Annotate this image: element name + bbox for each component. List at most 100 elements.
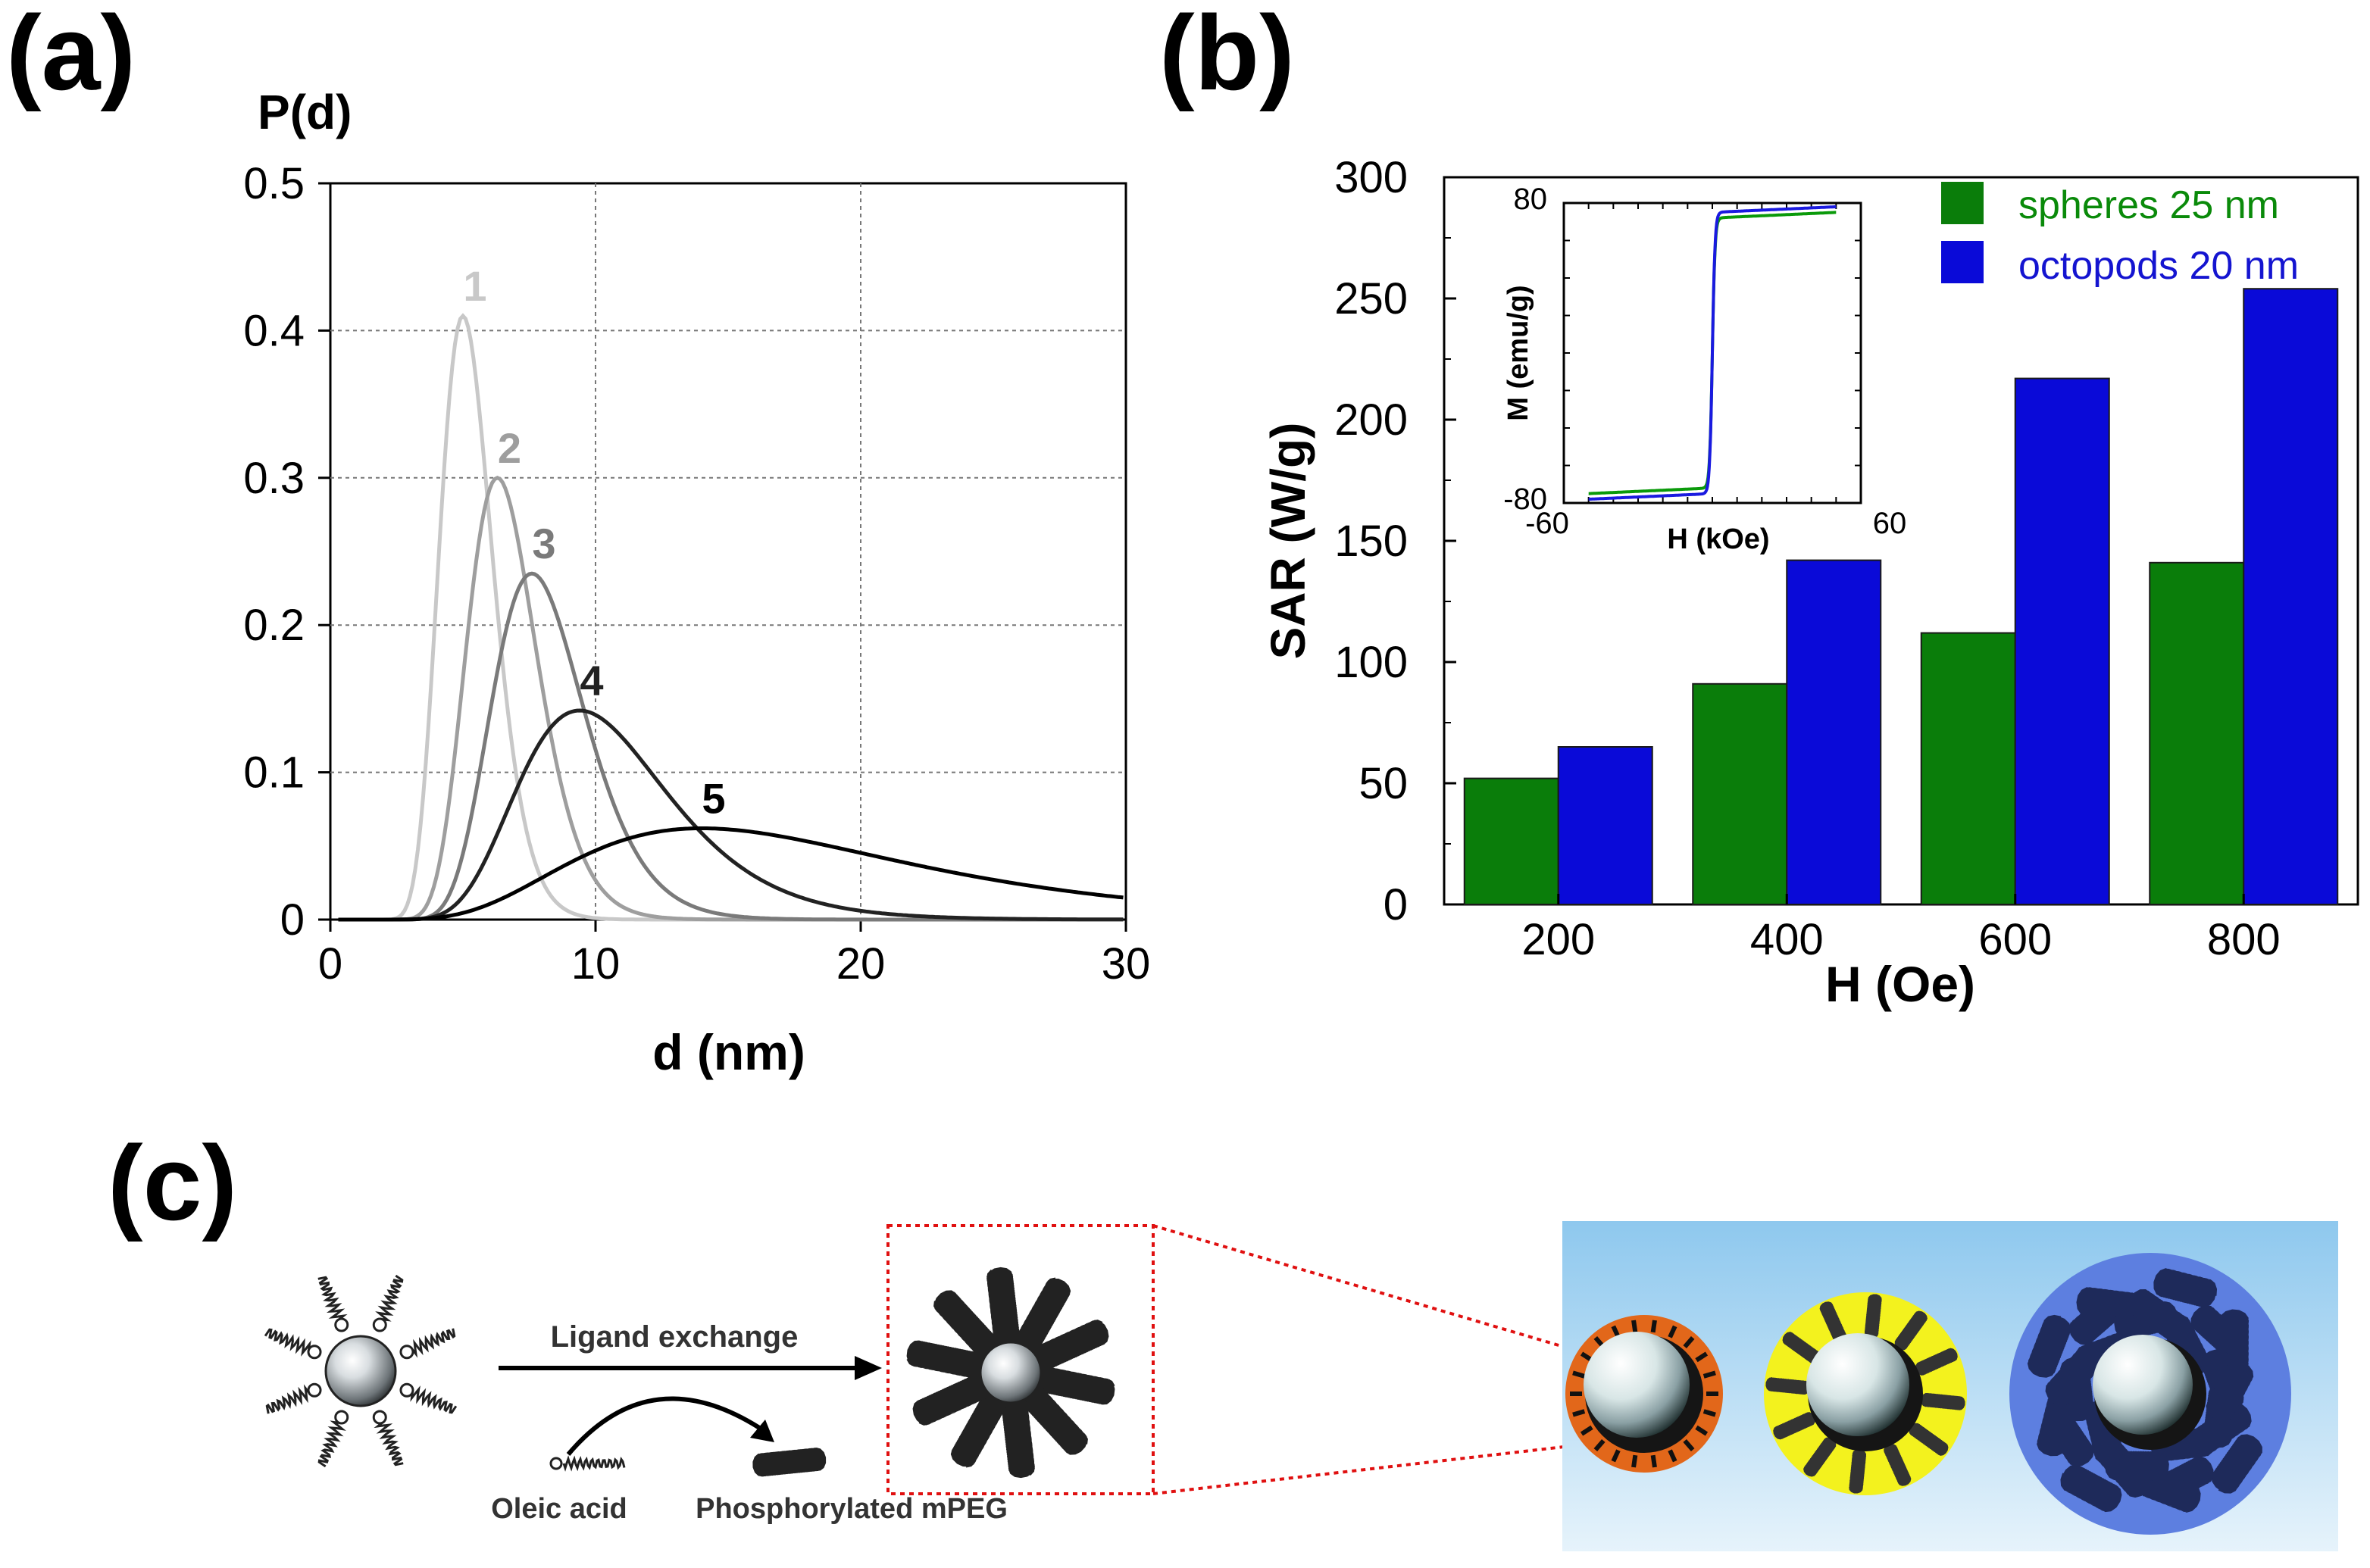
inset-curves [1588, 205, 1837, 501]
exchange-curved-arrowhead [750, 1420, 774, 1442]
chart-a-curve-label-4: 4 [580, 657, 603, 704]
orange-tick [1631, 1320, 1638, 1333]
yellow-coil [1765, 1377, 1810, 1395]
peg-coil [1031, 1320, 1109, 1372]
bar-spheres-600 [1920, 632, 2016, 905]
orange-tick [1593, 1439, 1606, 1452]
chart-b-ytick-label: 200 [1334, 395, 1408, 445]
blue-coil [2060, 1464, 2122, 1513]
chart-a-ytick-label: 0.2 [243, 601, 305, 650]
orange-tick [1631, 1454, 1638, 1468]
blue-coil [2027, 1314, 2071, 1378]
mpeg-label: Phosphorylated mPEG [696, 1493, 1008, 1525]
peg-coil [1021, 1385, 1088, 1455]
orange-tick [1668, 1449, 1677, 1463]
chart-b-xtick-label: 800 [2207, 915, 2281, 964]
orange-tick [1695, 1351, 1709, 1363]
peg-coil [906, 1340, 988, 1379]
orange-tick [1650, 1454, 1657, 1468]
yellow-coil [1915, 1348, 1958, 1376]
yellow-coil [1849, 1449, 1867, 1494]
chart-a-curve-labels: 1 2 3 4 5 [463, 262, 725, 823]
chart-b-ytick-label: 300 [1334, 153, 1408, 202]
chart-b-xtick-label: 400 [1750, 915, 1824, 964]
exchange-curved-arrow [566, 1396, 767, 1456]
legend-label-octopods: octopods 20 nm [2018, 244, 2299, 288]
oleic-acid-head [549, 1457, 563, 1470]
chart-b-ytick-label: 100 [1334, 638, 1408, 687]
chart-a-frame [329, 182, 1127, 921]
blue-coil [2206, 1360, 2254, 1423]
chart-a-curve-label-5: 5 [702, 774, 725, 822]
yellow-coil [1819, 1301, 1847, 1344]
ligand-exchange-arrowhead [855, 1356, 882, 1380]
chart-a-xtick-label: 0 [318, 939, 342, 989]
chart-a-ytick-label: 0.5 [243, 159, 305, 208]
yellow-coil [1909, 1423, 1949, 1456]
oleic-acid-label: Oleic acid [491, 1493, 627, 1525]
chart-b-xtick-label: 600 [1978, 915, 2052, 964]
oleic-acid-chain [317, 1276, 348, 1320]
chart-a-curve-label-2: 2 [498, 424, 521, 472]
chart-b: 200 400 600 800 0 50 100 150 200 250 300 SAR (W/g)… [1261, 153, 2359, 1012]
peg-coated-particle [906, 1267, 1115, 1479]
bar-octopods-600 [2014, 377, 2110, 906]
oleic-acid-head [307, 1382, 322, 1398]
peg-coil [950, 1391, 1007, 1468]
orange-tick [1702, 1409, 1716, 1417]
bar-spheres-800 [2149, 561, 2245, 905]
chart-a-ytick-label: 0.4 [243, 306, 305, 355]
chart-b-ytick-label: 150 [1334, 517, 1408, 566]
yellow-coil [1864, 1294, 1882, 1338]
panel-label-b: (b) [1159, 0, 1295, 112]
inset-ylabel: M (emu/g) [1502, 285, 1534, 420]
legend-label-spheres: spheres 25 nm [2018, 183, 2279, 227]
oleic-acid-head [372, 1317, 387, 1332]
peg-coil [933, 1290, 1000, 1360]
oleic-acid-chain [410, 1385, 458, 1414]
bar-spheres-200 [1463, 777, 1559, 905]
mpeg-molecule [752, 1448, 827, 1477]
chart-b-inset: 80 -80 -60 60 H (kOe) M (emu/g) [1502, 183, 1906, 555]
blue-coil [2153, 1268, 2218, 1308]
orange-particle-core [1584, 1332, 1690, 1438]
oleic-acid-chains [264, 1274, 458, 1468]
oleic-acid-chain [374, 1422, 404, 1466]
panel-label-c: (c) [108, 1123, 237, 1242]
zoom-line-top [1152, 1224, 1565, 1348]
nanoparticle-core [324, 1335, 397, 1407]
orange-tick [1702, 1370, 1716, 1379]
blue-coil [2211, 1434, 2262, 1494]
yellow-particle-core [1806, 1333, 1909, 1436]
oleic-acid-head [399, 1345, 414, 1360]
yellow-coil [1884, 1444, 1912, 1486]
orange-tick [1572, 1409, 1586, 1417]
mpeg-coil [752, 1448, 827, 1477]
orange-tick [1650, 1320, 1657, 1333]
chart-b-xlabel: H (Oe) [1825, 956, 1975, 1012]
bar-spheres-400 [1692, 682, 1788, 905]
blue-particle-core [2093, 1335, 2193, 1435]
panel-label-a: (a) [6, 0, 136, 112]
chart-a-xtick-label: 10 [571, 939, 621, 989]
yellow-coil [1803, 1437, 1837, 1477]
chart-a-ytick-label: 0.1 [243, 748, 305, 798]
orange-tick [1572, 1370, 1586, 1379]
yellow-coil [1921, 1392, 1965, 1410]
bar-octopods-800 [2243, 288, 2339, 905]
chart-b-ticks: 200 400 600 800 0 50 100 150 200 250 300 [1334, 153, 2280, 964]
chart-a: 0 10 20 30 0 0.1 0.2 0.3 0.4 0.5 1 2 3 4 5 P(d) d (nm… [243, 85, 1150, 1080]
yellow-shell-coils [1765, 1294, 1965, 1494]
peg-coil [986, 1267, 1021, 1349]
oleic-acid-head [334, 1410, 349, 1425]
chart-a-xtick-label: 30 [1102, 939, 1151, 989]
chart-b-xtick-label: 200 [1521, 915, 1595, 964]
oleic-acid-chain [265, 1384, 310, 1414]
chart-b-ytick-label: 50 [1359, 759, 1408, 808]
chart-b-ytick-label: 250 [1334, 274, 1408, 323]
orange-shell-ticks [1570, 1320, 1718, 1468]
oleic-acid-chain [411, 1328, 456, 1358]
chart-a-ytick-label: 0.3 [243, 454, 305, 503]
thick-coating-particle [2009, 1253, 2291, 1535]
